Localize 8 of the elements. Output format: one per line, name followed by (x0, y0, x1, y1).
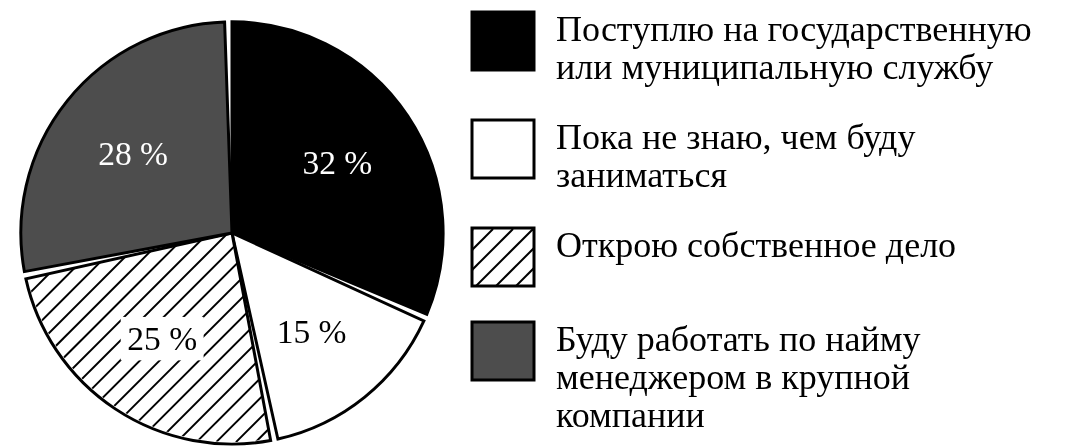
data-label: 15 % (276, 312, 347, 350)
legend-label: Буду работать по найму менеджером в крупной компании (556, 319, 922, 435)
data-label: 25 % (127, 320, 198, 358)
legend-label: Поступлю на государственную или муниципальную службу (556, 9, 1033, 87)
data-label: 32 % (302, 144, 373, 182)
legend-label: Открою собственное дело (556, 225, 958, 265)
legend-label: Пока не знаю, чем буду заниматься (556, 117, 917, 195)
data-label: 28 % (98, 135, 169, 173)
